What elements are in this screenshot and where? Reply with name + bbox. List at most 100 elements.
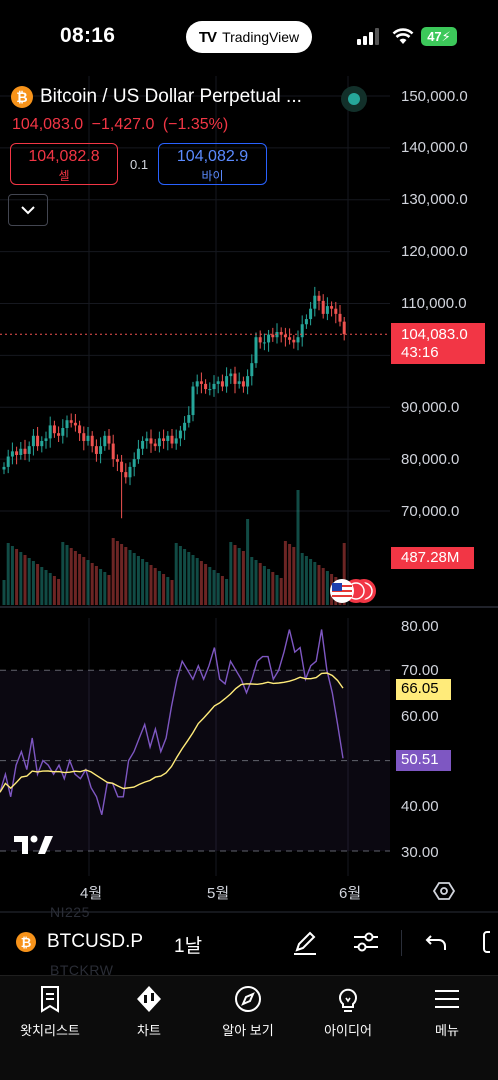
volume-bar — [313, 562, 317, 605]
candle-body — [44, 438, 48, 441]
candle-body — [115, 459, 119, 462]
nav-chart[interactable]: 차트 — [99, 984, 199, 1039]
volume-bar — [292, 547, 296, 605]
candle-body — [183, 422, 187, 431]
symbol-search-button[interactable]: BTCUSD.P — [47, 931, 144, 952]
candle-body — [111, 443, 115, 460]
candle-body — [267, 334, 271, 343]
drawing-pen-icon[interactable] — [291, 928, 319, 956]
undo-icon[interactable] — [423, 928, 451, 956]
price-chart[interactable] — [0, 76, 498, 914]
candle-body — [19, 448, 23, 455]
candle-body — [216, 381, 220, 384]
price-change-pct: (−1.35%) — [162, 116, 229, 133]
candle-body — [334, 308, 338, 314]
candle-body — [191, 386, 195, 416]
candle-body — [199, 381, 203, 384]
candle-body — [178, 430, 182, 439]
volume-bar — [111, 538, 115, 605]
volume-bar — [86, 560, 90, 605]
symbol-title[interactable]: Bitcoin / US Dollar Perpetual ... — [40, 86, 302, 107]
price-axis-label: 80,000.0 — [401, 451, 460, 468]
collapse-button[interactable] — [8, 194, 48, 226]
nav-menu[interactable]: 메뉴 — [397, 984, 497, 1039]
candle-body — [6, 456, 10, 467]
fullscreen-icon[interactable] — [480, 928, 498, 956]
event-flags-icon[interactable] — [328, 577, 378, 605]
candle-body — [120, 461, 124, 473]
nav-label: 차트 — [137, 1023, 161, 1038]
sell-button[interactable]: 104,082.8 셀 — [10, 143, 118, 185]
volume-bar — [166, 577, 170, 605]
nav-explore[interactable]: 알아 보기 — [198, 984, 298, 1039]
chart-settings-icon[interactable] — [433, 880, 455, 902]
volume-bar — [321, 568, 325, 605]
volume-bar — [254, 560, 258, 605]
candle-body — [82, 433, 86, 441]
watchlist-icon — [41, 986, 59, 1013]
volume-bar — [78, 554, 82, 605]
volume-bar — [132, 553, 136, 605]
candle-body — [288, 337, 292, 340]
volume-bar — [90, 563, 94, 605]
candle-body — [229, 373, 233, 377]
sell-price: 104,082.8 — [28, 148, 100, 165]
nav-label: 왓치리스트 — [20, 1023, 80, 1038]
candle-body — [2, 466, 6, 470]
volume-bar — [225, 579, 229, 605]
volume-bar — [229, 542, 233, 605]
indicators-icon[interactable] — [352, 928, 380, 956]
candle-body — [271, 334, 275, 338]
volume-bar — [19, 552, 23, 605]
bar-countdown: 43:16 — [401, 344, 439, 361]
volume-bar — [61, 542, 65, 605]
wifi-icon — [392, 28, 414, 44]
rsi-value-tag: 50.51 — [396, 750, 451, 771]
interval-button[interactable]: 1날 — [174, 936, 203, 957]
volume-bar — [241, 551, 245, 605]
tradingview-pill[interactable]: TV TradingView — [186, 21, 312, 53]
candle-body — [300, 324, 304, 338]
candle-body — [162, 438, 166, 441]
clock: 08:16 — [60, 24, 116, 47]
nav-ideas[interactable]: 아이디어 — [298, 984, 398, 1039]
time-axis-label: 5월 — [207, 885, 230, 902]
candle-body — [330, 306, 334, 309]
volume-bar — [73, 551, 77, 605]
candle-body — [254, 337, 258, 364]
candle-body — [157, 438, 161, 447]
candle-body — [128, 466, 132, 478]
price-axis-label: 110,000.0 — [401, 295, 467, 312]
nav-label: 아이디어 — [324, 1023, 372, 1038]
volume-bar — [10, 546, 14, 605]
volume-bar — [15, 549, 19, 605]
volume-bar — [128, 550, 132, 605]
last-price-tag-value: 104,083.0 — [401, 326, 468, 343]
rsi-axis-label: 30.00 — [401, 844, 439, 861]
volume-bar — [31, 561, 35, 605]
volume-tag: 487.28M — [391, 547, 474, 569]
volume-bar — [99, 569, 103, 605]
volume-bar — [136, 556, 140, 605]
candle-body — [40, 440, 44, 447]
candle-body — [279, 332, 283, 335]
candle-body — [48, 425, 52, 439]
buy-button[interactable]: 104,082.9 바이 — [158, 143, 267, 185]
volume-bar — [48, 573, 52, 605]
candle-body — [212, 383, 216, 390]
volume-bar — [279, 578, 283, 605]
volume-bar — [183, 549, 187, 605]
last-price-tag: 104,083.0 43:16 — [391, 323, 485, 364]
candle-body — [10, 451, 14, 457]
volume-bar — [288, 544, 292, 605]
volume-bar — [187, 552, 191, 605]
candle-body — [241, 381, 245, 387]
chevron-down-icon — [21, 206, 35, 215]
toolbar-bitcoin-icon: ₿ — [16, 932, 36, 952]
nav-watchlist[interactable]: 왓치리스트 — [0, 984, 100, 1039]
candle-body — [52, 425, 56, 434]
candle-body — [78, 425, 82, 434]
candle-body — [342, 321, 346, 335]
candle-body — [258, 337, 262, 343]
volume-bar — [52, 576, 56, 605]
